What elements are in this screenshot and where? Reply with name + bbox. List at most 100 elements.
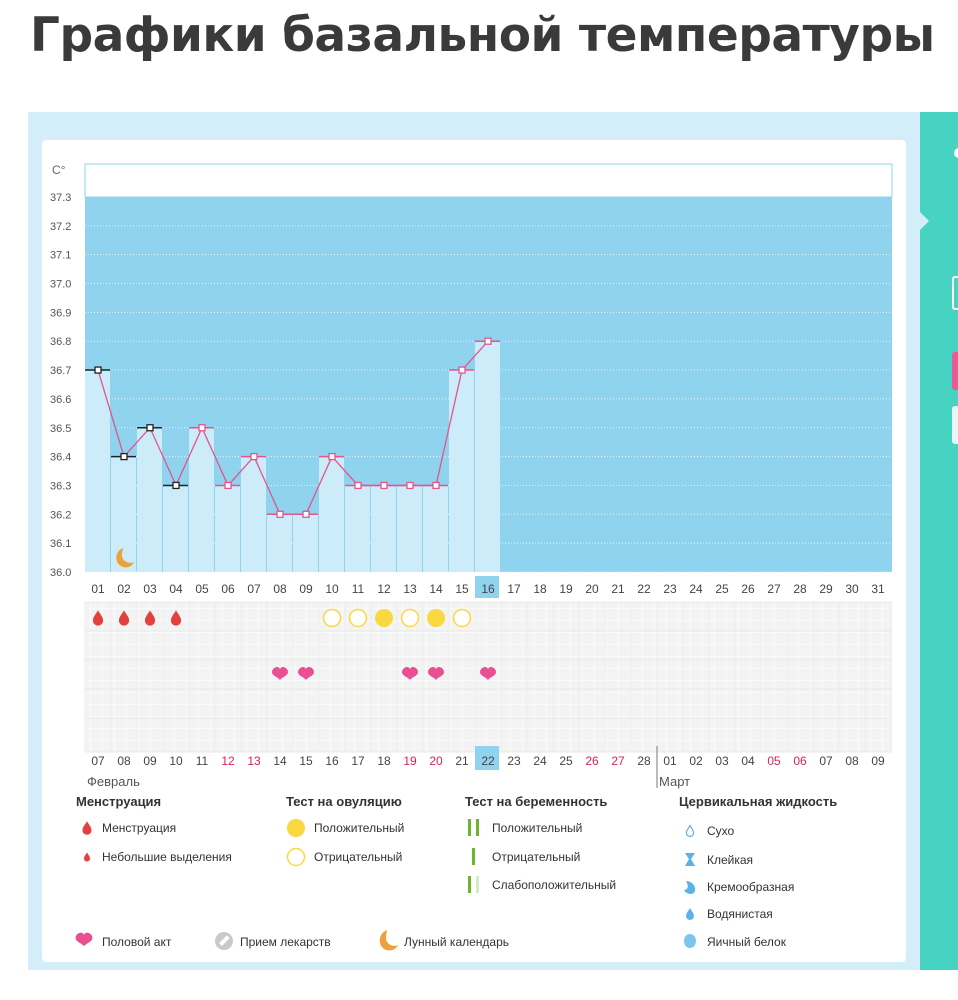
temperature-bars — [85, 341, 500, 572]
calendar-date-label: 26 — [585, 754, 599, 768]
calendar-date-labels: 07 08 09 10 11 12 13 14 15 16 17 18 19 20 21 22 23 24 25 26… — [91, 746, 885, 770]
calendar-date-label: 17 — [351, 754, 365, 768]
temperature-bar — [267, 514, 292, 572]
y-tick-label: 36.3 — [50, 480, 71, 492]
temperature-point — [406, 481, 414, 490]
calendar-date-label: 05 — [767, 754, 781, 768]
cycle-day-label: 14 — [429, 582, 443, 596]
cycle-day-label: 18 — [533, 582, 547, 596]
y-axis-unit: C° — [52, 163, 66, 177]
temperature-point — [432, 481, 440, 490]
legend-sticky-icon — [685, 853, 695, 866]
events-grid-lines — [84, 601, 892, 753]
cycle-day-label: 06 — [221, 582, 235, 596]
temperature-point — [302, 510, 310, 518]
temperature-point — [276, 510, 284, 518]
calendar-date-label: 06 — [793, 754, 807, 768]
cycle-day-label: 31 — [871, 582, 885, 596]
calendar-date-label: 09 — [871, 754, 885, 768]
calendar-date-label: 07 — [819, 754, 833, 768]
legend-footer-item-2: Лунный календарь — [404, 935, 509, 949]
calendar-date-label: 07 — [91, 754, 105, 768]
legend-spotting-drop-icon — [84, 852, 90, 862]
calendar-date-label: 27 — [611, 754, 625, 768]
temperature-points — [94, 337, 492, 518]
temperature-bar — [397, 485, 422, 572]
cycle-day-label: 09 — [299, 582, 313, 596]
ovulation-negative-icon — [400, 608, 420, 628]
cycle-day-label: 24 — [689, 582, 703, 596]
calendar-date-label: 12 — [221, 754, 235, 768]
legend-pregnancy-title: Тест на беременность — [465, 794, 607, 809]
side-panel — [920, 112, 958, 970]
y-tick-label: 36.2 — [50, 509, 71, 521]
ovulation-negative-icon — [322, 608, 342, 628]
temperature-bar — [423, 485, 448, 572]
y-tick-label: 37.1 — [50, 250, 71, 262]
legend-moon-icon — [379, 930, 398, 951]
legend-medication-icon — [215, 932, 233, 950]
legend-dry-icon — [685, 824, 695, 838]
calendar-date-label: 28 — [637, 754, 651, 768]
cycle-day-label: 15 — [455, 582, 469, 596]
cycle-day-label: 13 — [403, 582, 417, 596]
legend-creamy-icon — [684, 881, 696, 894]
legend-cervical-title: Цервикальная жидкость — [679, 794, 837, 809]
cycle-day-label: 19 — [559, 582, 573, 596]
legend-pregnancy-weak-icon — [468, 876, 479, 893]
cycle-day-label: 10 — [325, 582, 339, 596]
cycle-day-label: 02 — [117, 582, 131, 596]
cycle-day-label: 28 — [793, 582, 807, 596]
legend-menstruation-item-0: Менструация — [102, 821, 176, 835]
chart-card: C° 37.3 37.2 37.1 37.0 36.9 36.8 36.7 36.6 36.5 3… — [42, 140, 906, 962]
temperature-bar — [345, 485, 370, 572]
temperature-point — [484, 337, 492, 345]
cycle-day-label: 27 — [767, 582, 781, 596]
side-panel-input[interactable] — [952, 276, 958, 310]
y-tick-label: 36.0 — [50, 567, 71, 579]
month-label: Февраль — [87, 774, 140, 789]
legend-ovulation-positive-icon — [287, 819, 305, 837]
calendar-date-label: 21 — [455, 754, 469, 768]
calendar-date-label: 22 — [481, 754, 495, 768]
calendar-date-label: 02 — [689, 754, 703, 768]
calendar-date-label: 23 — [507, 754, 521, 768]
calendar-date-label: 18 — [377, 754, 391, 768]
cycle-day-label: 16 — [481, 582, 495, 596]
temperature-point — [250, 452, 258, 461]
cycle-day-labels: 01 02 03 04 05 06 07 08 09 10 11 12 13 14 15 16 17 18 19 20… — [91, 576, 885, 598]
legend: Менструация Менструация Небольшие выделе… — [75, 794, 837, 951]
temperature-bar — [111, 456, 136, 572]
cycle-day-label: 22 — [637, 582, 651, 596]
cycle-day-label: 08 — [273, 582, 287, 596]
cycle-day-label: 03 — [143, 582, 157, 596]
calendar-date-label: 25 — [559, 754, 573, 768]
cycle-day-label: 12 — [377, 582, 391, 596]
temperature-bar — [319, 456, 344, 572]
temperature-point — [94, 366, 102, 374]
legend-cervical-item-4: Яичный белок — [707, 935, 787, 949]
legend-pregnancy-negative-icon — [472, 848, 475, 865]
legend-pregnancy-positive-icon — [468, 819, 479, 836]
ovulation-positive-icon — [375, 609, 393, 627]
cycle-day-label: 11 — [352, 582, 365, 596]
cycle-day-label: 26 — [741, 582, 755, 596]
side-panel-pink-button[interactable] — [952, 352, 958, 390]
side-panel-white-button[interactable] — [952, 406, 958, 444]
y-tick-label: 36.8 — [50, 336, 71, 348]
y-tick-label: 36.7 — [50, 365, 71, 377]
y-axis-ticks: 37.3 37.2 37.1 37.0 36.9 36.8 36.7 36.6 36.5 36.4… — [50, 192, 71, 579]
temperature-bar — [137, 427, 162, 572]
legend-pregnancy-item-0: Положительный — [492, 821, 582, 835]
legend-pregnancy-item-2: Слабоположительный — [492, 878, 616, 892]
temperature-bar — [241, 456, 266, 572]
y-tick-label: 36.4 — [50, 452, 71, 464]
cycle-day-label: 07 — [247, 582, 261, 596]
temperature-point — [146, 424, 154, 432]
calendar-date-label: 01 — [663, 754, 677, 768]
temperature-bar — [163, 485, 188, 572]
legend-cervical-item-2: Кремообразная — [707, 880, 794, 894]
temperature-point — [120, 452, 128, 461]
y-tick-label: 37.2 — [50, 221, 71, 233]
legend-eggwhite-icon — [684, 934, 696, 948]
